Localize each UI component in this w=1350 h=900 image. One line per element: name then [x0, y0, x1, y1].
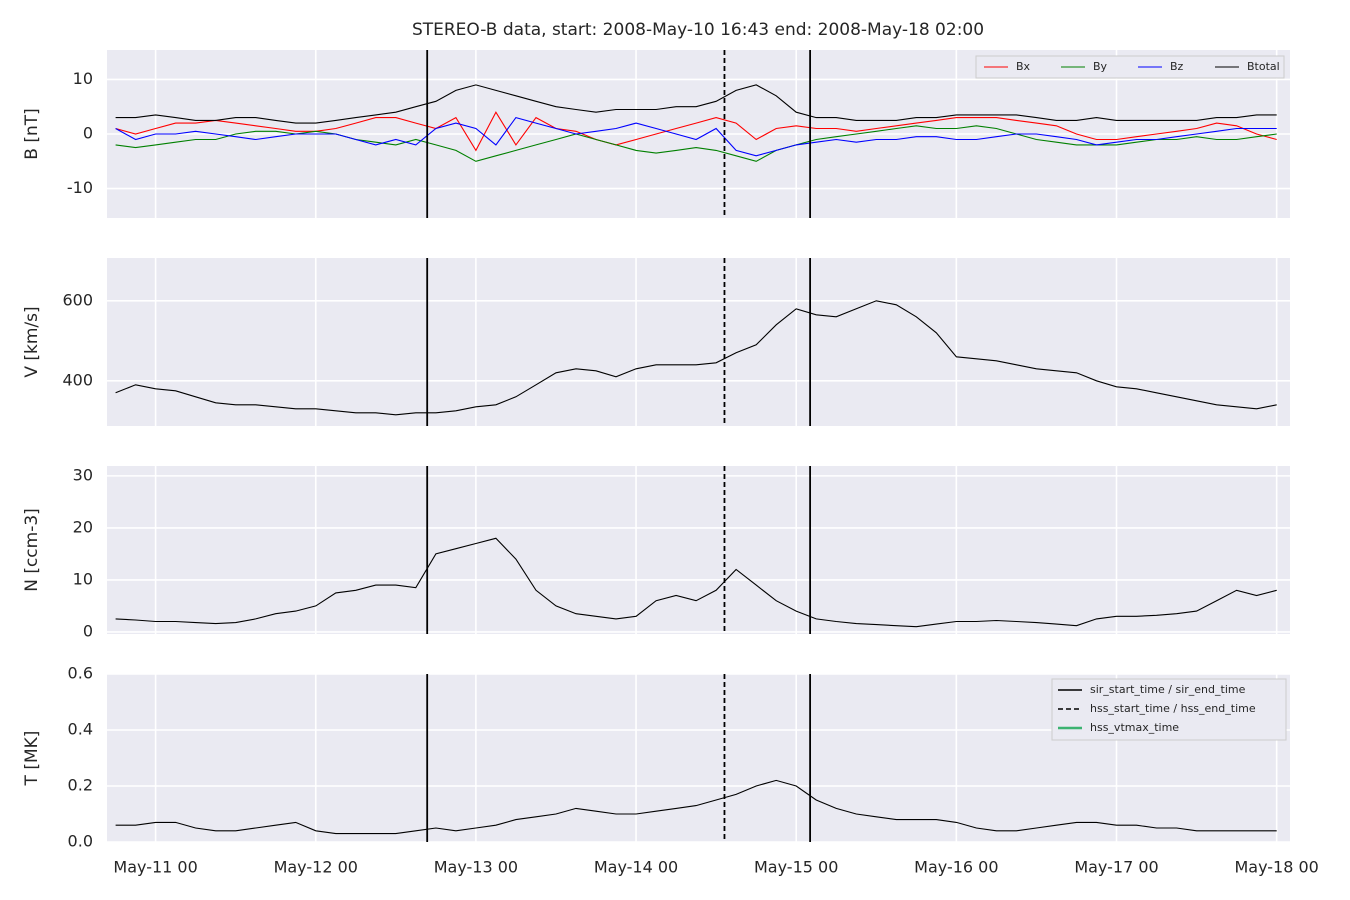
y-tick-label: 0.0: [68, 832, 93, 851]
y-axis-label: V [km/s]: [22, 306, 42, 377]
legend-label: Btotal: [1247, 60, 1280, 73]
legend-label: Bx: [1016, 60, 1031, 73]
x-tick-label: May-11 00: [113, 858, 197, 877]
y-tick-label: -10: [67, 178, 93, 197]
legend-label: sir_start_time / sir_end_time: [1090, 683, 1246, 696]
y-tick-label: 10: [73, 69, 93, 88]
legend-label: hss_start_time / hss_end_time: [1090, 702, 1256, 715]
legend-label: Bz: [1170, 60, 1184, 73]
series-line: [115, 779, 1277, 835]
y-tick-label: 400: [62, 370, 93, 389]
y-tick-label: 0.4: [68, 720, 93, 739]
y-tick-label: 0.2: [68, 776, 93, 795]
x-tick-label: May-12 00: [274, 858, 358, 877]
y-tick-label: 0: [83, 621, 93, 640]
legend-label: By: [1093, 60, 1108, 73]
x-tick-label: May-17 00: [1074, 858, 1158, 877]
series-line: [115, 111, 1277, 152]
y-tick-label: 0.6: [68, 664, 93, 683]
y-tick-label: 20: [73, 517, 93, 536]
y-axis-label: T [MK]: [22, 731, 42, 787]
x-tick-label: May-16 00: [914, 858, 998, 877]
y-axis-label: B [nT]: [22, 108, 42, 160]
x-tick-label: May-18 00: [1234, 858, 1318, 877]
legend-box: [975, 55, 1285, 79]
plot-area: [107, 258, 1290, 426]
series-line: [115, 84, 1277, 124]
plot-area: [107, 466, 1290, 634]
x-tick-label: May-13 00: [434, 858, 518, 877]
y-axis-label: N [ccm-3]: [22, 508, 42, 592]
series-line: [115, 125, 1277, 162]
series-line: [115, 116, 1277, 157]
series-line: [115, 300, 1277, 416]
y-tick-label: 10: [73, 569, 93, 588]
y-tick-label: 0: [83, 124, 93, 143]
x-tick-label: May-14 00: [594, 858, 678, 877]
y-tick-label: 30: [73, 465, 93, 484]
legend-label: hss_vtmax_time: [1090, 721, 1179, 734]
x-tick-label: May-15 00: [754, 858, 838, 877]
series-line: [115, 537, 1277, 628]
y-tick-label: 600: [62, 290, 93, 309]
chart-title: STEREO-B data, start: 2008-May-10 16:43 …: [412, 20, 984, 40]
legend-box: [1051, 678, 1287, 741]
